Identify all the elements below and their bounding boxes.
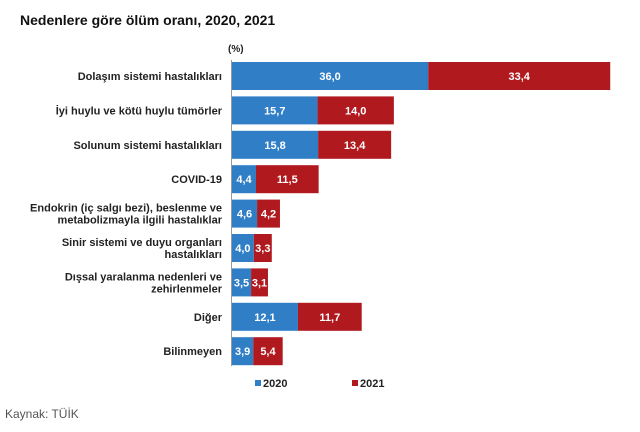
category-label: Dolaşım sistemi hastalıkları [78, 71, 222, 83]
data-label: 3,9 [235, 346, 250, 358]
bar-2021 [253, 234, 272, 262]
category-label: Diğer [194, 312, 223, 324]
legend-label-2021: 2021 [360, 378, 384, 390]
source-note: Kaynak: TÜİK [5, 407, 79, 421]
bar-2021 [251, 268, 268, 297]
data-label: 4,0 [235, 243, 250, 255]
category-label: Solunum sistemi hastalıkları [73, 140, 222, 152]
legend-swatch-2021 [352, 380, 358, 386]
data-label: 4,4 [236, 174, 252, 186]
data-label: 11,7 [319, 312, 340, 324]
bar-2021 [257, 199, 280, 228]
legend-swatch-2020 [255, 380, 261, 386]
data-label: 3,3 [255, 243, 270, 255]
data-label: 15,8 [264, 140, 285, 152]
data-label: 4,6 [237, 209, 252, 221]
bar-2021 [317, 96, 394, 125]
data-label: 11,5 [277, 174, 298, 186]
bar-2021 [318, 130, 392, 159]
bar-2020 [232, 62, 429, 90]
bar-2020 [232, 165, 256, 194]
data-label: 4,2 [261, 209, 276, 221]
data-label: 12,1 [254, 312, 275, 324]
data-label: 3,1 [252, 277, 267, 289]
bar-2020 [232, 96, 318, 125]
chart-title: Nedenlere göre ölüm oranı, 2020, 2021 [20, 12, 276, 28]
data-label: 33,4 [509, 71, 531, 83]
bar-2020 [232, 199, 258, 228]
bar-2021 [255, 165, 319, 194]
bar-2020 [232, 130, 319, 159]
bar-2021 [428, 62, 611, 90]
category-label: COVID-19 [171, 174, 222, 186]
legend-label-2020: 2020 [263, 378, 287, 390]
data-label: 14,0 [345, 105, 366, 117]
data-label: 13,4 [344, 140, 366, 152]
unit-label: (%) [228, 44, 244, 55]
category-label: Bilinmeyen [163, 346, 222, 358]
data-label: 3,5 [234, 277, 249, 289]
data-label: 36,0 [319, 71, 340, 83]
category-label: Sinir sistemi ve duyu organları hastalıkl… [62, 237, 222, 261]
bar-2020 [232, 337, 254, 366]
category-label: İyi huylu ve kötü huylu tümörler [56, 104, 223, 117]
category-label: Endokrin (iç salgı bezi), beslenme ve met… [30, 203, 223, 227]
bar-2021 [253, 337, 283, 366]
data-label: 15,7 [264, 105, 285, 117]
bar-2020 [232, 268, 252, 297]
data-label: 5,4 [260, 346, 276, 358]
bar-2020 [232, 234, 254, 262]
category-label: Dışsal yaralanma nedenleri ve zehirlenmel… [65, 271, 223, 295]
bar-2021 [297, 302, 362, 331]
bar-2020 [232, 302, 298, 331]
